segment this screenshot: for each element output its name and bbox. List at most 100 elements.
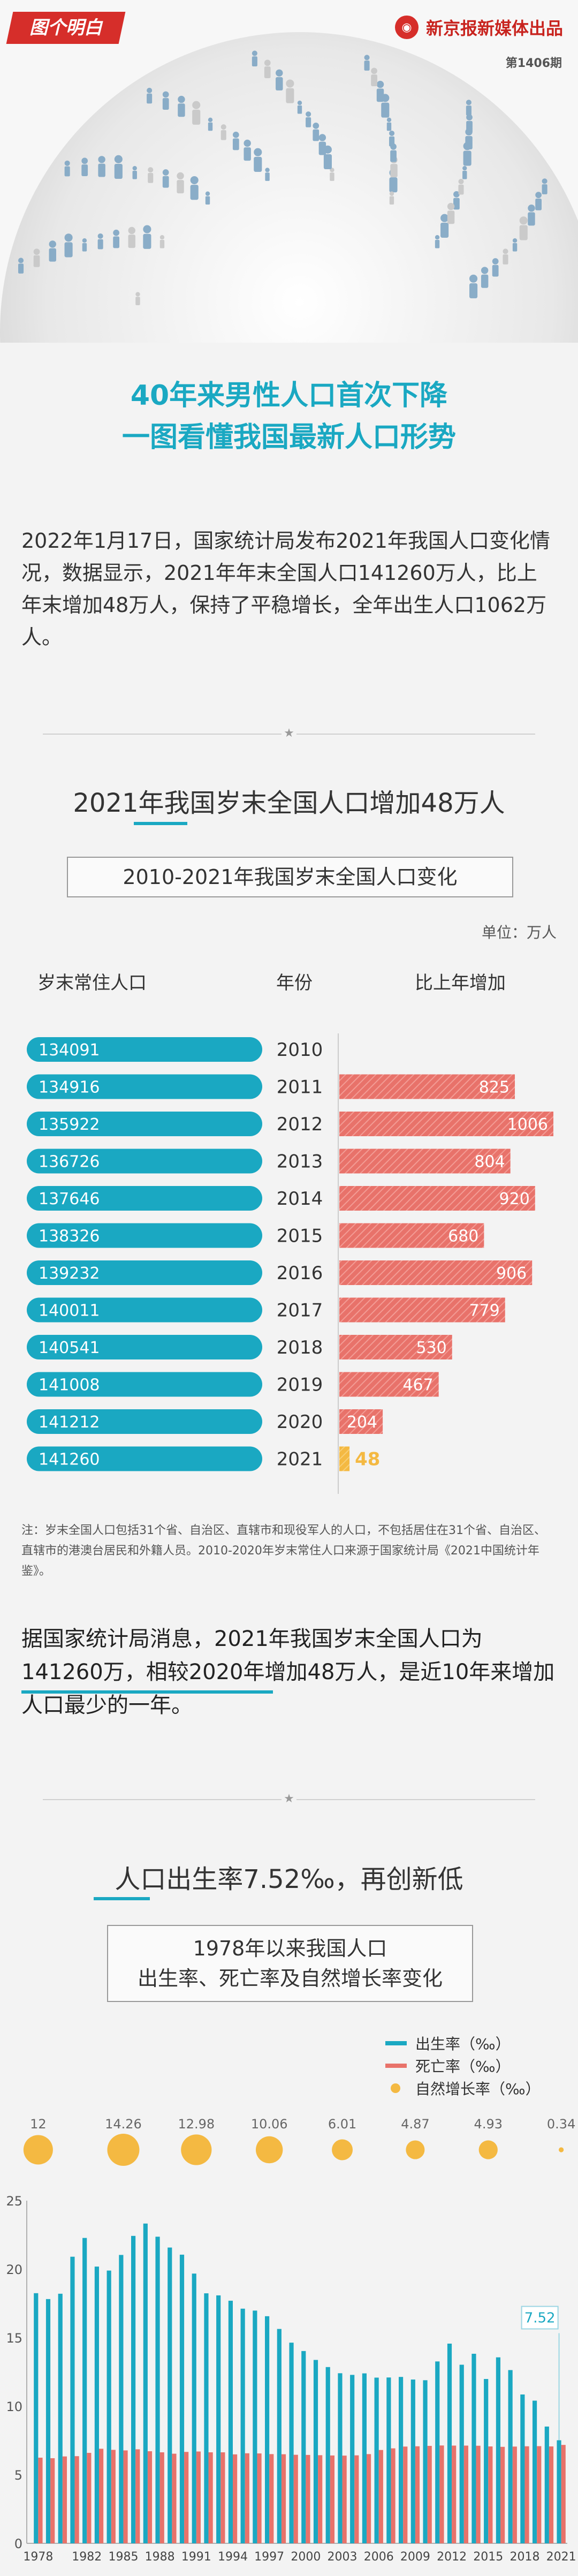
increase-bar — [339, 1335, 452, 1359]
increase-value: 920 — [499, 1190, 530, 1208]
death-rate-bar — [293, 2454, 298, 2543]
issue-number: 第1406期 — [505, 57, 562, 70]
x-tick-label: 2012 — [437, 2550, 467, 2564]
natural-growth-label: 6.01 — [328, 2117, 356, 2132]
death-rate-bar — [99, 2449, 104, 2543]
natural-growth-bubble — [181, 2134, 212, 2165]
birth-rate-bar — [70, 2256, 75, 2543]
rates-chart: 0 5 10 15 20 25 1978 1982 1985 1988 1991 1994 1997 20… — [6, 2117, 576, 2564]
death-rate-bar — [269, 2454, 274, 2543]
death-rate-bar — [135, 2449, 140, 2543]
population-value: 140541 — [39, 1339, 100, 1357]
death-rate-bar — [233, 2454, 238, 2543]
section2-subtitle-line-2: 出生率、死亡率及自然增长率变化 — [137, 1967, 443, 1990]
natural-growth-label: 4.93 — [474, 2117, 503, 2132]
death-rate-bar — [500, 2446, 505, 2543]
death-rate-bar — [111, 2450, 116, 2543]
column-header-population: 岁末常住人口 — [37, 972, 147, 994]
headline: 40年来男性人口首次下降 一图看懂我国最新人口形势 — [0, 375, 578, 458]
birth-rate-bar — [496, 2357, 500, 2543]
section2-title: 人口出生率7.52‰，再创新低 — [115, 1864, 463, 1894]
legend-swatch-death — [385, 2064, 407, 2068]
birth-rate-bar — [289, 2343, 294, 2543]
birth-rate-bar — [216, 2295, 221, 2543]
population-bar — [27, 1074, 262, 1099]
section1-note: 注：岁末全国人口包括31个省、自治区、直辖市和现役军人的人口，不包括居住在31个… — [21, 1524, 546, 1578]
y-tick-label: 15 — [6, 2331, 22, 2346]
legend-birth-rate: 出生率（‰） — [385, 2032, 562, 2054]
population-value: 137646 — [39, 1190, 100, 1208]
x-tick-label: 1991 — [181, 2550, 211, 2564]
section1-subtitle: 2010-2021年我国岁末全国人口变化 — [123, 865, 458, 889]
increase-bar — [339, 1260, 533, 1285]
birth-rate-bar — [435, 2361, 440, 2543]
death-rate-bar — [281, 2454, 286, 2543]
death-rate-bar — [257, 2453, 262, 2543]
death-rate-bar — [220, 2452, 225, 2543]
annotation-value: 7.52 — [524, 2310, 556, 2326]
death-rate-bar — [196, 2451, 201, 2543]
death-rate-bar — [123, 2450, 128, 2543]
hero-globe-illustration — [0, 0, 578, 343]
x-tick-label: 2021 — [546, 2550, 576, 2564]
x-tick-label: 1988 — [145, 2550, 175, 2564]
legend-dot-natural — [391, 2083, 400, 2093]
population-value: 140011 — [39, 1302, 100, 1320]
increase-bar — [339, 1446, 350, 1471]
birth-rate-bar — [350, 2375, 355, 2543]
birth-rate-bar — [386, 2377, 391, 2543]
x-tick-label: 2009 — [400, 2550, 430, 2564]
population-bar — [27, 1149, 262, 1174]
y-tick-label: 20 — [6, 2262, 22, 2277]
brand-logo: 图个明白 — [6, 12, 126, 44]
birth-rate-bar — [410, 2379, 415, 2543]
death-rate-bar — [549, 2446, 554, 2543]
death-rate-bar — [354, 2455, 359, 2543]
increase-bar — [339, 1074, 515, 1099]
birth-rate-bar — [508, 2370, 513, 2543]
increase-value: 530 — [416, 1339, 446, 1357]
population-value: 134091 — [39, 1041, 100, 1060]
death-rate-bar — [476, 2445, 481, 2543]
death-rate-bar — [488, 2446, 493, 2543]
x-tick-label: 1997 — [254, 2550, 284, 2564]
birth-rate-bar — [447, 2344, 452, 2543]
birth-rate-bar — [58, 2293, 63, 2543]
birth-rate-bar — [277, 2329, 282, 2543]
population-bar — [27, 1223, 262, 1248]
increase-value: 1006 — [507, 1115, 548, 1134]
natural-growth-bubble — [559, 2147, 564, 2152]
birth-rate-bar — [228, 2300, 233, 2543]
year-label: 2019 — [277, 1374, 323, 1396]
increase-bar — [339, 1149, 511, 1174]
birth-rate-bar — [204, 2293, 209, 2543]
year-label: 2015 — [277, 1226, 323, 1247]
natural-growth-label: 14.26 — [105, 2117, 142, 2132]
birth-rate-bar — [423, 2380, 428, 2543]
x-tick-label: 2003 — [328, 2550, 358, 2564]
x-tick-label: 2018 — [509, 2550, 539, 2564]
birth-rate-bar — [82, 2238, 87, 2543]
natural-growth-label: 12 — [30, 2117, 47, 2132]
population-chart: 134091 2010 134916 2011 825 135922 2012 1006 136… — [27, 1033, 553, 1494]
population-value: 141212 — [39, 1413, 100, 1432]
birth-rate-bar — [179, 2254, 185, 2543]
birth-rate-bar — [520, 2394, 525, 2543]
x-tick-label: 1985 — [108, 2550, 138, 2564]
birth-rate-bar — [338, 2373, 343, 2543]
legend-swatch-birth — [385, 2041, 407, 2045]
death-rate-bar — [50, 2458, 55, 2543]
death-rate-bar — [74, 2456, 79, 2543]
year-label: 2013 — [277, 1151, 323, 1173]
natural-growth-label: 12.98 — [178, 2117, 215, 2132]
population-value: 136726 — [39, 1153, 100, 1172]
death-rate-bar — [452, 2445, 457, 2543]
paragraph-highlight — [21, 1690, 273, 1694]
birth-rate-bar — [143, 2223, 148, 2543]
death-rate-bar — [439, 2445, 444, 2543]
annotation-box — [521, 2306, 559, 2330]
birth-rate-bar — [533, 2400, 537, 2543]
increase-bar — [339, 1372, 439, 1397]
headline-line-1: 40年来男性人口首次下降 — [130, 380, 448, 412]
section1-underline — [134, 822, 187, 825]
